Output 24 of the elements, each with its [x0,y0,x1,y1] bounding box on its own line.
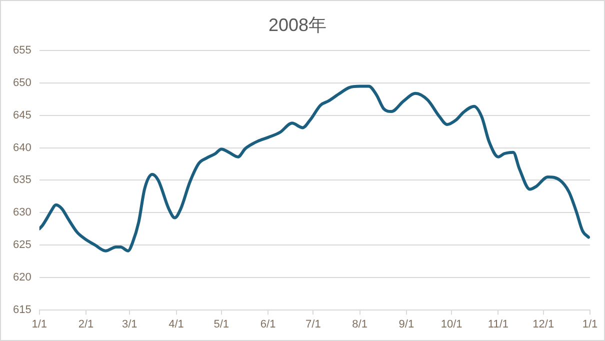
x-tick-label: 1/1 [582,318,598,330]
x-tick-label: 7/1 [306,318,321,330]
y-tick-label: 625 [12,239,32,252]
x-tick-label: 11/1 [488,318,509,330]
y-tick-label: 650 [12,77,32,90]
x-tick-label: 1/1 [32,318,47,330]
line-series [39,84,590,252]
y-tick-label: 655 [12,44,32,57]
x-tick-label: 6/1 [260,318,276,330]
x-tick-label: 10/1 [440,318,462,330]
y-tick-label: 630 [12,206,32,219]
x-tick-label: 5/1 [214,318,230,330]
x-tick-label: 9/1 [398,318,414,330]
x-tick-label: 2/1 [78,318,94,330]
x-tick-label: 4/1 [168,318,184,330]
y-tick-label: 645 [12,109,32,122]
x-tick-label: 12/1 [532,318,554,330]
y-tick-label: 635 [12,174,32,186]
x-tick-label: 8/1 [352,318,368,330]
y-tick-label: 640 [12,142,32,154]
y-tick-label: 615 [12,304,32,316]
x-tick-label: 3/1 [122,318,138,330]
y-tick-label: 620 [12,271,32,284]
chart-title: 2008年 [268,14,327,35]
